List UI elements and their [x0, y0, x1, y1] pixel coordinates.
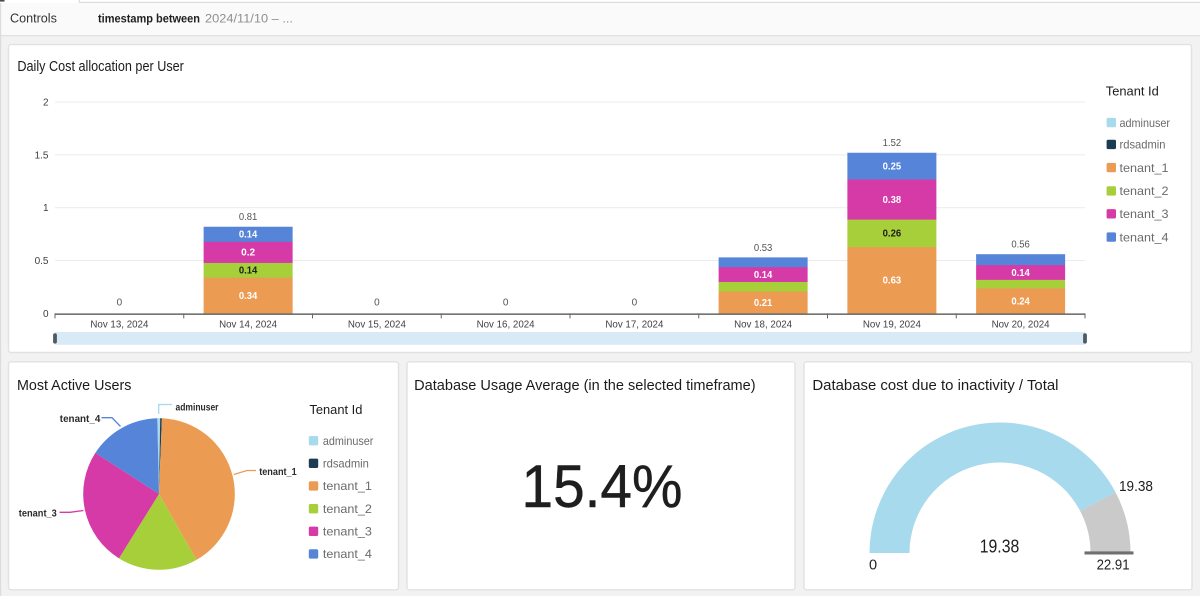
svg-text:adminuser: adminuser [1120, 116, 1171, 130]
svg-text:22.91: 22.91 [1097, 557, 1130, 573]
svg-text:tenant_4: tenant_4 [323, 547, 372, 561]
svg-text:tenant_1: tenant_1 [1120, 161, 1169, 175]
svg-text:Nov 19, 2024: Nov 19, 2024 [863, 318, 921, 330]
svg-text:1: 1 [43, 203, 49, 214]
svg-text:Daily Cost allocation per User: Daily Cost allocation per User [17, 59, 184, 75]
svg-text:0.21: 0.21 [754, 298, 773, 309]
svg-text:0.34: 0.34 [239, 291, 258, 302]
svg-text:Nov 17, 2024: Nov 17, 2024 [605, 318, 663, 330]
svg-text:2: 2 [43, 98, 49, 109]
svg-text:tenant_4: tenant_4 [1120, 230, 1169, 244]
svg-text:0.14: 0.14 [239, 230, 258, 241]
svg-text:0.81: 0.81 [239, 212, 258, 223]
svg-text:tenant_2: tenant_2 [1120, 184, 1169, 198]
svg-text:Nov 15, 2024: Nov 15, 2024 [348, 318, 406, 330]
svg-text:0.53: 0.53 [754, 243, 773, 254]
svg-text:timestamp between: timestamp between [98, 11, 200, 25]
svg-text:tenant_3: tenant_3 [1120, 207, 1169, 221]
svg-text:Nov 18, 2024: Nov 18, 2024 [734, 318, 792, 330]
svg-text:Nov 13, 2024: Nov 13, 2024 [90, 318, 148, 330]
svg-text:Nov 14, 2024: Nov 14, 2024 [219, 318, 277, 330]
svg-text:tenant_1: tenant_1 [259, 467, 297, 478]
svg-text:rdsadmin: rdsadmin [1120, 138, 1166, 152]
svg-text:0: 0 [117, 298, 123, 309]
svg-text:0.14: 0.14 [239, 266, 258, 277]
svg-text:adminuser: adminuser [323, 434, 374, 448]
svg-text:19.38: 19.38 [980, 536, 1020, 556]
svg-text:Most Active Users: Most Active Users [17, 377, 131, 394]
svg-text:tenant_3: tenant_3 [19, 508, 57, 519]
svg-text:0.14: 0.14 [754, 270, 773, 281]
svg-text:adminuser: adminuser [176, 402, 219, 413]
svg-text:2024/11/10 – ...: 2024/11/10 – ... [205, 11, 293, 25]
svg-text:rdsadmin: rdsadmin [323, 457, 369, 471]
svg-text:tenant_2: tenant_2 [323, 502, 372, 516]
svg-text:Database Usage Average (in the: Database Usage Average (in the selected … [414, 378, 755, 394]
svg-text:Tenant Id: Tenant Id [1106, 84, 1159, 99]
svg-text:0.63: 0.63 [883, 276, 902, 287]
svg-text:0: 0 [632, 298, 638, 309]
svg-text:tenant_1: tenant_1 [323, 479, 372, 493]
svg-text:0: 0 [374, 298, 380, 309]
svg-text:tenant_4: tenant_4 [60, 414, 101, 425]
svg-text:Tenant Id: Tenant Id [309, 402, 362, 417]
svg-text:15.4%: 15.4% [522, 453, 683, 520]
svg-text:Controls: Controls [10, 11, 57, 25]
svg-text:0: 0 [503, 298, 509, 309]
svg-text:Nov 16, 2024: Nov 16, 2024 [477, 318, 535, 330]
svg-text:0.26: 0.26 [883, 229, 902, 240]
svg-text:19.38: 19.38 [1119, 479, 1153, 495]
svg-text:0.14: 0.14 [1011, 268, 1030, 279]
svg-text:0.56: 0.56 [1011, 240, 1030, 251]
svg-text:0.5: 0.5 [35, 256, 49, 267]
svg-text:0.24: 0.24 [1011, 296, 1030, 307]
svg-text:0.38: 0.38 [883, 195, 902, 206]
svg-text:0.2: 0.2 [241, 248, 255, 259]
svg-text:1.52: 1.52 [883, 138, 902, 149]
svg-text:0: 0 [869, 557, 877, 573]
svg-text:0: 0 [43, 309, 49, 320]
svg-text:Database cost due to inactivit: Database cost due to inactivity / Total [812, 378, 1058, 394]
svg-text:tenant_3: tenant_3 [323, 525, 372, 539]
svg-text:0.25: 0.25 [883, 162, 902, 173]
svg-text:1.5: 1.5 [35, 150, 49, 161]
svg-text:Nov 20, 2024: Nov 20, 2024 [992, 318, 1050, 330]
